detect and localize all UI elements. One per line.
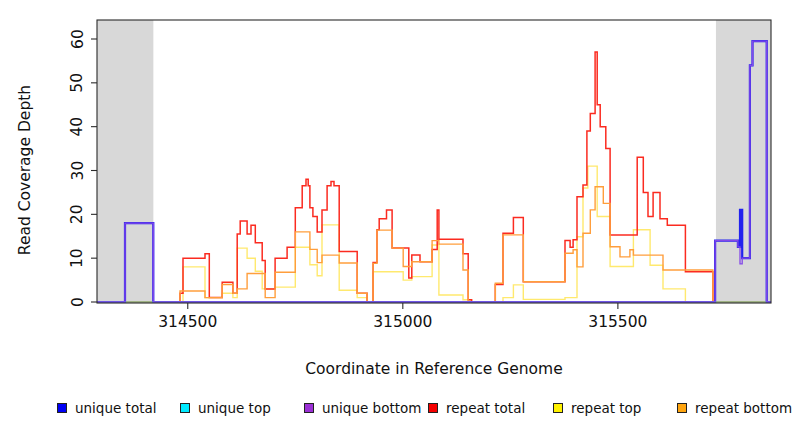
y-tick-label: 10 — [69, 248, 87, 268]
x-tick-label: 315500 — [588, 313, 647, 331]
x-tick-label: 314500 — [158, 313, 217, 331]
legend-swatch-unique-top — [180, 403, 190, 413]
x-axis-title: Coordinate in Reference Genome — [305, 360, 562, 378]
series-repeat-top — [97, 166, 771, 302]
y-tick-label: 60 — [69, 29, 87, 49]
y-tick-label: 50 — [69, 73, 87, 93]
y-tick-label: 0 — [69, 297, 87, 307]
masked-region — [716, 20, 771, 303]
legend-label: unique bottom — [322, 400, 421, 416]
series-unique-bottom — [97, 41, 771, 302]
series-unique-total — [97, 41, 771, 302]
legend-label: repeat total — [446, 400, 525, 416]
legend: unique total unique top unique bottom repea… — [0, 398, 792, 420]
legend-label: repeat bottom — [695, 400, 792, 416]
legend-swatch-repeat-top — [553, 403, 563, 413]
plot-canvas: 314500 315000 315500 0 10 20 30 40 50 60 — [0, 0, 792, 392]
legend-swatch-unique-total — [57, 403, 67, 413]
legend-swatch-repeat-total — [428, 403, 438, 413]
legend-item-repeat-total: repeat total — [428, 398, 525, 418]
legend-item-unique-bottom: unique bottom — [304, 398, 421, 418]
plot-box — [97, 20, 771, 303]
legend-item-repeat-bottom: repeat bottom — [677, 398, 792, 418]
legend-item-unique-total: unique total — [57, 398, 156, 418]
y-tick-label: 40 — [69, 117, 87, 137]
legend-label: unique top — [198, 400, 271, 416]
legend-swatch-repeat-bottom — [677, 403, 687, 413]
legend-item-unique-top: unique top — [180, 398, 271, 418]
series-repeat-total — [97, 52, 771, 302]
legend-item-repeat-top: repeat top — [553, 398, 641, 418]
legend-label: unique total — [75, 400, 156, 416]
y-axis-title: Read Coverage Depth — [16, 85, 34, 255]
x-tick-label: 315000 — [373, 313, 432, 331]
legend-swatch-unique-bottom — [304, 403, 314, 413]
legend-label: repeat top — [571, 400, 641, 416]
y-tick-label: 20 — [69, 204, 87, 224]
y-tick-label: 30 — [69, 161, 87, 181]
coverage-plot-figure: 314500 315000 315500 0 10 20 30 40 50 60 Read Cov… — [0, 0, 792, 432]
